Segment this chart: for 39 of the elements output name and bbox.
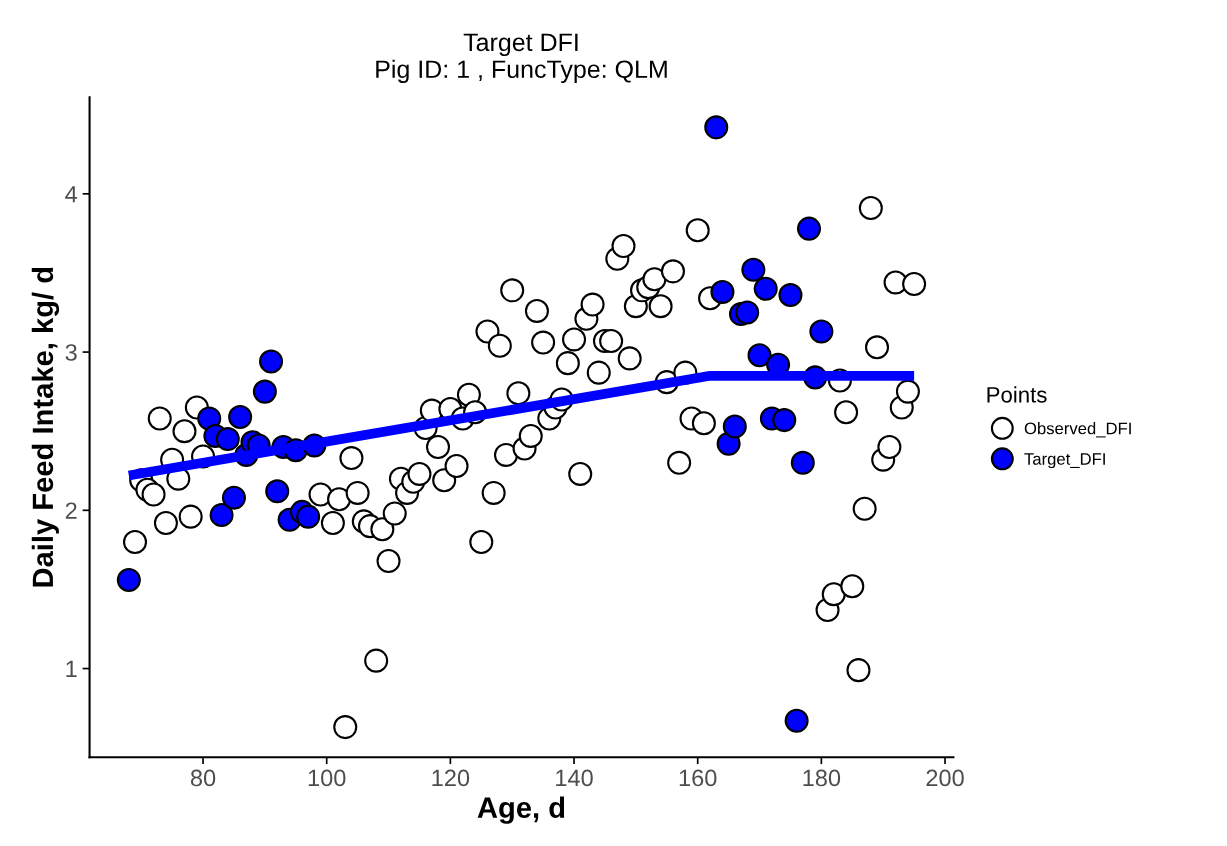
y-tick-label: 2 (65, 502, 77, 519)
point (772, 408, 797, 433)
point (259, 349, 284, 374)
x-tick-label: 120 (432, 769, 470, 787)
point (753, 276, 778, 301)
y-tick-label: 3 (65, 344, 77, 361)
point (252, 379, 277, 404)
point (778, 283, 803, 308)
point (228, 404, 253, 429)
legend-label: Observed_DFI (1024, 422, 1131, 438)
point (735, 300, 760, 325)
point (710, 279, 735, 304)
point (722, 414, 747, 439)
point (747, 343, 772, 368)
point (790, 450, 815, 475)
x-tick-label: 100 (308, 769, 346, 787)
y-tick-label: 4 (65, 186, 78, 203)
x-tick-label: 160 (679, 769, 717, 787)
point (209, 503, 234, 528)
y-tick-label: 1 (66, 660, 77, 678)
y-axis-title: Daily Feed Intake, kg/ d (31, 267, 60, 587)
point (809, 319, 834, 344)
legend-label: Target_DFI (1024, 453, 1105, 469)
legend-title: Points (987, 386, 1047, 403)
point (221, 485, 246, 510)
chart-title: Target DFI Pig ID: 1 , FuncType: QLM (376, 33, 667, 84)
point (265, 479, 290, 504)
x-tick-label: 80 (190, 769, 216, 787)
x-axis-title: Age, d (477, 796, 565, 824)
point (215, 427, 240, 452)
point (296, 504, 321, 529)
point (116, 567, 141, 592)
point (704, 115, 729, 140)
point (796, 216, 822, 241)
point (784, 708, 809, 733)
x-tick-label: 180 (803, 769, 841, 787)
x-tick-label: 200 (926, 769, 964, 787)
x-tick-label: 140 (556, 769, 593, 787)
point (741, 257, 766, 282)
